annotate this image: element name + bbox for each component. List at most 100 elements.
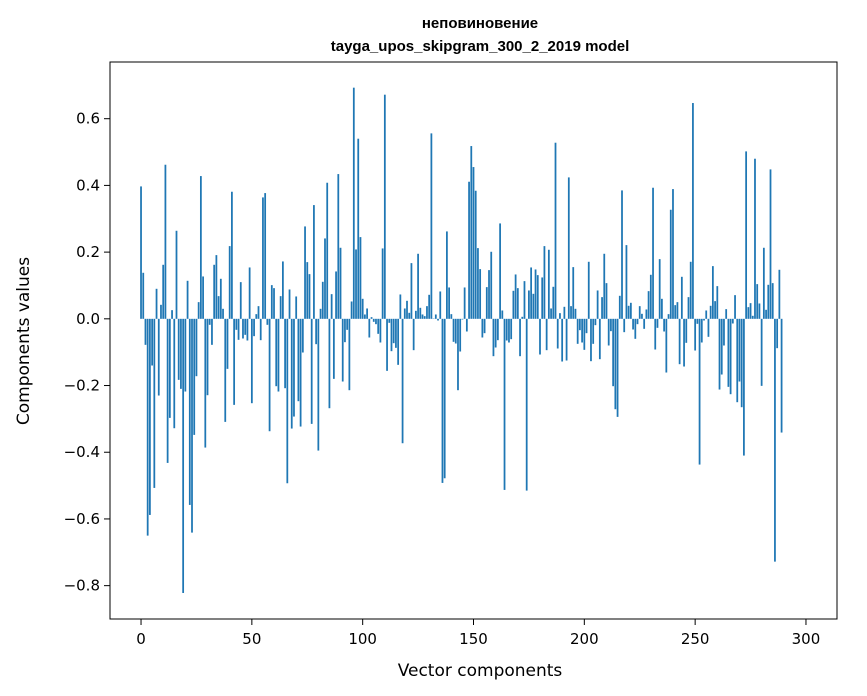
bar (714, 301, 716, 319)
bar (594, 318, 597, 326)
bar (692, 103, 694, 319)
bar (370, 317, 373, 319)
bar (618, 295, 621, 319)
bar (213, 264, 216, 319)
bar (579, 318, 581, 331)
bar (253, 318, 255, 337)
bar (731, 318, 734, 324)
bar (408, 312, 411, 319)
bar (439, 291, 442, 319)
bar (590, 318, 592, 362)
bar (399, 294, 402, 319)
bar (547, 249, 550, 319)
bar (552, 286, 555, 319)
bar (503, 318, 506, 490)
bar (446, 231, 448, 319)
bar (572, 267, 575, 319)
bar (164, 164, 167, 319)
bar (352, 87, 355, 319)
bar (153, 318, 156, 488)
bar (206, 318, 209, 396)
bar (592, 318, 595, 344)
y-axis-label: Components values (14, 257, 34, 425)
bar (501, 310, 504, 319)
bar (242, 318, 244, 339)
bar (255, 314, 258, 319)
bar (199, 176, 202, 319)
bar (275, 318, 278, 387)
bar (645, 309, 648, 319)
bar (401, 318, 404, 444)
x-tick-label: 50 (242, 630, 261, 648)
bar (257, 306, 260, 319)
bar (268, 318, 271, 432)
bar (315, 318, 318, 345)
bar (226, 318, 229, 369)
bar (182, 318, 185, 593)
chart-subtitle: tayga_upos_skipgram_300_2_2019 model (331, 38, 630, 55)
bar (663, 318, 665, 332)
bar (375, 318, 377, 325)
bar (700, 318, 703, 343)
bar (430, 133, 433, 319)
bar (749, 303, 752, 319)
bar (508, 318, 510, 343)
x-tick-label: 300 (792, 630, 821, 648)
bar (208, 318, 211, 325)
bar (428, 294, 431, 319)
bar (747, 307, 750, 319)
bar (667, 314, 670, 319)
bar (716, 286, 719, 319)
bar (565, 318, 568, 361)
bar (434, 314, 437, 319)
bar (381, 248, 384, 319)
bar (406, 300, 408, 319)
bar (661, 298, 663, 319)
bar (262, 197, 264, 319)
bar (219, 278, 222, 319)
bar (570, 306, 572, 319)
bar (698, 318, 701, 465)
bar (665, 318, 668, 373)
bar (173, 318, 176, 429)
bar (561, 318, 564, 362)
bar (543, 246, 546, 319)
bar (290, 318, 293, 429)
bar (499, 223, 501, 319)
bar (583, 318, 586, 350)
y-tick-label: 0.6 (76, 110, 100, 128)
bar (539, 318, 541, 355)
bar (751, 315, 754, 319)
x-axis-label: Vector components (398, 661, 563, 681)
bar (235, 318, 238, 330)
bar (144, 318, 147, 345)
bar (162, 264, 165, 319)
bar (317, 318, 320, 451)
bar (656, 318, 659, 328)
bar (299, 318, 302, 427)
bar (760, 318, 763, 386)
bar (419, 307, 422, 319)
bar (743, 318, 745, 456)
bar (567, 177, 570, 319)
bar (536, 275, 539, 319)
bar (237, 318, 240, 340)
bar (638, 306, 641, 319)
bar (725, 309, 728, 319)
bar (231, 191, 233, 319)
bar (625, 245, 628, 319)
bar (614, 318, 617, 410)
bar (669, 209, 672, 319)
bar (676, 302, 679, 319)
bar (485, 287, 488, 319)
bar (202, 276, 204, 319)
bar (510, 318, 513, 340)
bar (632, 318, 634, 330)
bar (479, 269, 482, 319)
bar (350, 301, 353, 319)
bar (454, 318, 457, 344)
bar (392, 318, 395, 344)
bar (707, 318, 710, 337)
bar (696, 318, 699, 324)
x-tick-label: 250 (681, 630, 710, 648)
